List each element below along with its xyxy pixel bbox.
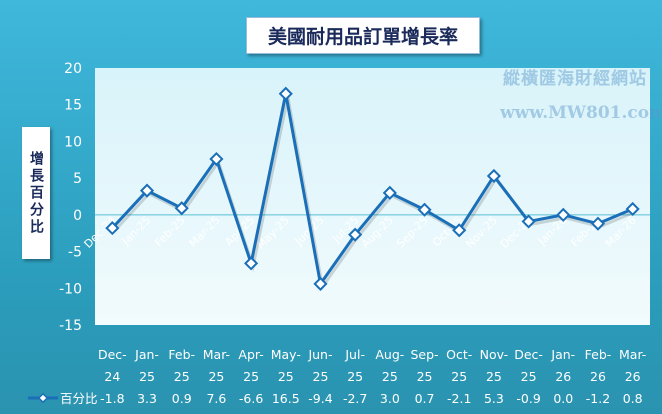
table-value: 16.5 [272,391,300,406]
table-header-year: 25 [347,369,363,384]
table-header-year: 25 [486,369,502,384]
table-value: -1.8 [100,391,124,406]
data-point-marker [348,227,363,242]
table-header-year: 26 [625,369,641,384]
table-header-month: Dec- [98,347,127,362]
table-header-year: 25 [278,369,294,384]
table-value: -6.6 [239,391,263,406]
table-value: -1.2 [586,391,610,406]
table-header-month: Feb- [168,347,195,362]
table-header-year: 24 [104,369,120,384]
table-header-year: 25 [139,369,155,384]
table-value: 5.3 [484,391,504,406]
table-header-month: Mar- [619,347,646,362]
table-header-month: Dec- [514,347,543,362]
y-tick-label: -10 [59,281,82,297]
watermark-logo: 縱橫匯海財經網站 www.MW801.com [500,69,662,123]
y-tick-label: 5 [73,171,82,187]
table-header-month: Feb- [585,347,612,362]
table-header-month: Apr- [238,347,263,362]
data-point-marker [105,221,120,236]
series-line [111,93,634,288]
table-value: -2.1 [447,391,471,406]
table-header-month: Aug- [375,347,404,362]
table-value: 0.9 [172,391,192,406]
table-value: 7.6 [206,391,226,406]
legend-marker-icon [37,392,49,404]
table-value: 0.0 [553,391,573,406]
data-point-marker [244,256,259,271]
series-line-shadow [113,96,636,291]
table-header-month: May- [271,347,301,362]
data-point-marker [382,185,397,200]
table-header-month: Sep- [410,347,438,362]
data-point-marker [486,168,501,184]
table-header-month: Jan- [134,347,159,362]
table-header-year: 26 [590,369,606,384]
data-point-marker [174,201,189,216]
data-point-marker [521,214,536,229]
data-point-marker [278,86,293,101]
table-header-month: Jan- [550,347,575,362]
table-header-year: 25 [417,369,433,384]
legend-label: 百分比 [60,391,98,406]
y-tick-label: 20 [64,61,82,77]
table-header-month: Jun- [307,347,332,362]
y-tick-label: 0 [73,208,82,224]
table-header-month: Nov- [480,347,509,362]
table-header-year: 25 [313,369,329,384]
table-header-year: 26 [555,369,571,384]
table-value: -0.9 [516,391,540,406]
table-value: 0.8 [623,391,643,406]
y-axis-label: 增長百分比 [22,127,50,259]
data-point-marker [209,151,224,167]
table-header-year: 25 [243,369,259,384]
table-header-month: Oct- [446,347,472,362]
table-value: 0.7 [415,391,435,406]
data-point-marker [590,216,606,231]
table-header-year: 25 [451,369,467,384]
table-header-year: 25 [382,369,398,384]
y-tick-label: 10 [64,134,82,150]
data-point-marker [556,207,571,222]
chart-title: 美國耐用品訂單增長率 [246,17,480,54]
table-value: 3.3 [137,391,157,406]
data-point-marker [313,276,328,291]
table-header-month: Jul- [344,347,365,362]
table-value: -9.4 [308,391,332,406]
table-header-year: 25 [521,369,537,384]
table-header-year: 25 [174,369,190,384]
y-tick-label: -15 [59,318,82,334]
data-point-marker [417,202,432,217]
data-point-marker [452,223,467,238]
y-tick-label: 15 [64,98,82,114]
plot-area [95,68,650,325]
data-point-marker [625,201,640,217]
table-header-year: 25 [208,369,224,384]
data-point-marker [139,183,155,198]
y-tick-label: -5 [68,245,82,261]
table-header-month: Mar- [203,347,230,362]
table-value: 3.0 [380,391,400,406]
table-value: -2.7 [343,391,367,406]
